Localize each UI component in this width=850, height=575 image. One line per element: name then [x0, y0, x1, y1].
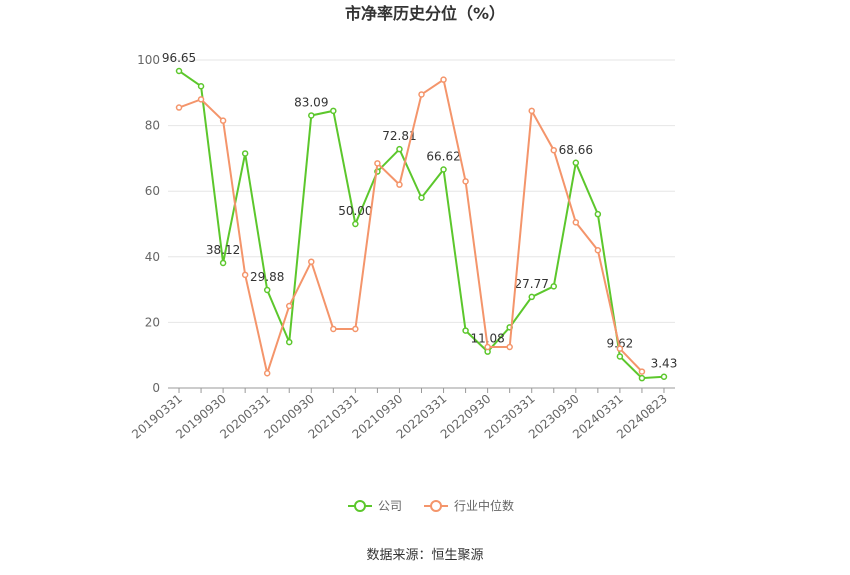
point: [396, 145, 403, 153]
point: [308, 112, 315, 119]
y-tick-label: 80: [145, 119, 160, 133]
data-label: 27.77: [515, 277, 549, 291]
source: 数据来源：恒生聚源: [366, 548, 483, 563]
point: [175, 104, 183, 111]
point: [572, 219, 580, 226]
point: [418, 194, 425, 202]
data-label: 68.66: [559, 143, 593, 157]
data-label: 72.81: [382, 129, 416, 143]
data-label: 66.62: [426, 149, 460, 163]
point: [285, 338, 293, 346]
chart-title: 市净率历史分位（%）: [345, 4, 505, 23]
data-label: 11.08: [470, 332, 504, 346]
series-line: [178, 78, 643, 378]
point: [352, 325, 359, 333]
data-label: 3.43: [651, 357, 678, 371]
point: [175, 67, 183, 75]
point: [219, 259, 227, 267]
legend-marker: [430, 500, 443, 512]
point: [484, 343, 491, 351]
y-tick-label: 0: [152, 381, 160, 395]
point: [528, 107, 535, 115]
point: [638, 368, 646, 375]
data-label: 83.09: [294, 95, 328, 109]
point: [462, 178, 469, 185]
point: [572, 159, 580, 167]
point: [219, 117, 227, 124]
point: [418, 91, 425, 98]
y-tick-label: 100: [137, 53, 160, 67]
point: [660, 373, 668, 380]
point: [263, 286, 271, 294]
y-tick-label: 20: [145, 315, 160, 329]
point: [506, 343, 513, 351]
point: [241, 150, 249, 157]
point: [374, 160, 381, 167]
legend-label: 公司: [378, 499, 402, 513]
legend-label: 行业中位数: [454, 498, 514, 513]
point: [263, 369, 271, 377]
point: [616, 345, 624, 352]
point: [550, 283, 558, 290]
point: [440, 76, 447, 83]
series-line: [178, 70, 665, 380]
point: [440, 166, 447, 173]
point: [594, 210, 602, 218]
point: [330, 325, 337, 333]
point: [616, 353, 624, 360]
point: [330, 107, 337, 115]
data-label: 9.62: [607, 336, 634, 350]
data-label: 96.65: [162, 51, 196, 65]
point: [396, 181, 403, 188]
point: [285, 302, 293, 310]
point: [550, 146, 558, 154]
legend-marker: [354, 500, 366, 512]
data-label: 29.88: [250, 270, 284, 284]
point: [352, 220, 359, 228]
point: [241, 271, 249, 279]
data-label: 50.00: [338, 204, 372, 218]
point: [308, 258, 315, 265]
point: [197, 96, 205, 103]
y-tick-label: 60: [145, 184, 160, 198]
point: [638, 374, 646, 382]
point: [528, 293, 535, 301]
point: [594, 246, 602, 254]
point: [197, 82, 205, 90]
data-label: 38.12: [206, 243, 240, 257]
point: [462, 327, 469, 334]
y-tick-label: 40: [145, 250, 160, 264]
